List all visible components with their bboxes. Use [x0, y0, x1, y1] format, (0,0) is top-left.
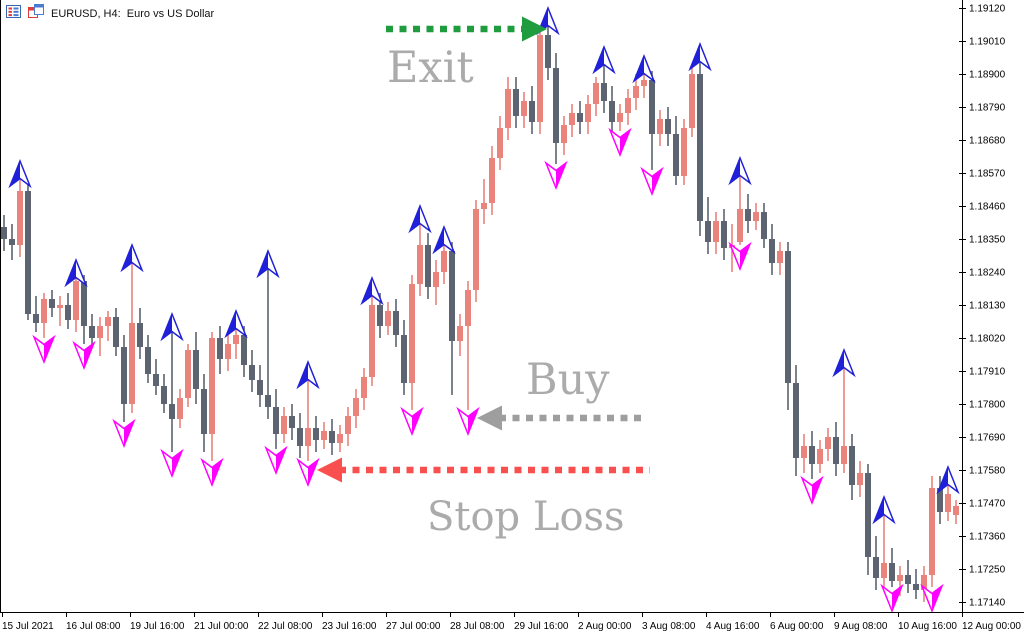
- svg-text:10 Aug 16:00: 10 Aug 16:00: [898, 621, 957, 632]
- svg-text:15 Jul 2021: 15 Jul 2021: [2, 621, 54, 632]
- svg-text:4 Aug 16:00: 4 Aug 16:00: [706, 621, 760, 632]
- svg-text:1.18240: 1.18240: [969, 268, 1006, 279]
- svg-text:1.18900: 1.18900: [969, 70, 1006, 81]
- chart-title-bar: EURUSD, H4: Euro vs US Dollar: [6, 4, 214, 23]
- svg-text:27 Jul 00:00: 27 Jul 00:00: [386, 621, 441, 632]
- svg-text:1.17470: 1.17470: [969, 499, 1006, 510]
- svg-text:1.19010: 1.19010: [969, 37, 1006, 48]
- svg-text:1.18130: 1.18130: [969, 301, 1006, 312]
- svg-text:1.19120: 1.19120: [969, 4, 1006, 15]
- svg-text:1.18570: 1.18570: [969, 169, 1006, 180]
- svg-text:28 Jul 08:00: 28 Jul 08:00: [450, 621, 505, 632]
- svg-text:1.18460: 1.18460: [969, 202, 1006, 213]
- svg-text:1.17250: 1.17250: [969, 565, 1006, 576]
- chart-properties-icon[interactable]: [6, 4, 21, 23]
- svg-text:1.18350: 1.18350: [969, 235, 1006, 246]
- svg-text:3 Aug 08:00: 3 Aug 08:00: [642, 621, 696, 632]
- svg-text:1.17910: 1.17910: [969, 367, 1006, 378]
- svg-text:1.17580: 1.17580: [969, 466, 1006, 477]
- svg-text:1.17140: 1.17140: [969, 598, 1006, 609]
- svg-text:12 Aug 00:00: 12 Aug 00:00: [962, 621, 1021, 632]
- svg-text:21 Jul 00:00: 21 Jul 00:00: [194, 621, 249, 632]
- svg-text:19 Jul 16:00: 19 Jul 16:00: [130, 621, 185, 632]
- chart-title: EURUSD, H4: Euro vs US Dollar: [51, 7, 215, 20]
- svg-text:16 Jul 08:00: 16 Jul 08:00: [66, 621, 121, 632]
- svg-text:22 Jul 08:00: 22 Jul 08:00: [258, 621, 313, 632]
- svg-text:23 Jul 16:00: 23 Jul 16:00: [322, 621, 377, 632]
- svg-text:1.17690: 1.17690: [969, 433, 1006, 444]
- svg-text:2 Aug 00:00: 2 Aug 00:00: [578, 621, 632, 632]
- svg-text:9 Aug 08:00: 9 Aug 08:00: [834, 621, 888, 632]
- svg-text:1.18020: 1.18020: [969, 334, 1006, 345]
- svg-text:1.17360: 1.17360: [969, 532, 1006, 543]
- svg-text:1.17800: 1.17800: [969, 400, 1006, 411]
- svg-text:1.18790: 1.18790: [969, 103, 1006, 114]
- svg-text:29 Jul 16:00: 29 Jul 16:00: [514, 621, 569, 632]
- annotation-label-stop-loss[interactable]: Stop Loss: [427, 494, 625, 540]
- annotation-label-exit[interactable]: Exit: [387, 43, 474, 93]
- chart-windows-icon[interactable]: [28, 4, 44, 23]
- svg-text:1.18680: 1.18680: [969, 136, 1006, 147]
- annotation-label-buy[interactable]: Buy: [526, 355, 610, 405]
- svg-text:6 Aug 00:00: 6 Aug 00:00: [770, 621, 824, 632]
